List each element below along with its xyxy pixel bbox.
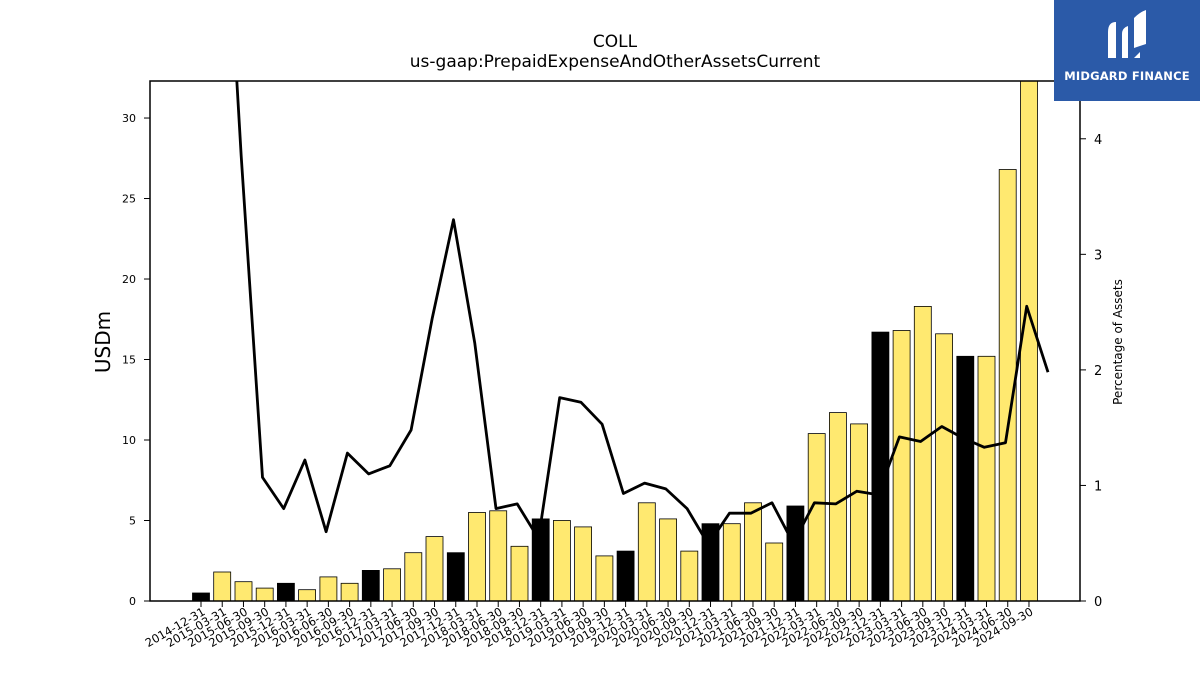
bar-2017-09-30 [425,536,444,601]
bar-2019-09-30 [595,555,614,601]
percentage-line [235,81,1050,546]
bar-2015-09-30 [255,587,274,601]
plot-frame [149,80,1081,602]
bar-2018-06-30 [489,510,508,601]
bar-series [192,81,1038,601]
bar-2021-03-31 [722,523,741,601]
bar-2021-09-30 [765,542,784,601]
bar-2016-12-31 [361,570,380,601]
bar-2020-09-30 [680,550,699,601]
bar-2020-12-31 [701,523,720,601]
bar-2023-12-31 [956,355,975,601]
axes: 051015202530012342014-12-312015-03-31201… [122,80,1102,650]
bar-2018-03-31 [468,512,486,601]
logo-mark-icon [1108,10,1146,58]
line-series [235,81,1050,546]
y-tick-label: 10 [122,434,136,447]
y2-tick-label: 3 [1094,248,1102,263]
bar-2022-06-30 [829,412,847,601]
bar-2023-09-30 [935,333,953,601]
y-tick-label: 15 [122,354,136,367]
bar-2016-06-30 [319,576,338,601]
y-axis-label: USDm [91,311,115,373]
bar-2024-03-31 [977,355,996,601]
bar-2022-12-31 [871,331,890,601]
bar-2015-12-31 [276,582,295,601]
bar-2017-06-30 [404,552,423,601]
y-tick-label: 25 [122,193,136,206]
bar-2018-09-30 [510,545,529,601]
chart-subtitle: us-gaap:PrepaidExpenseAndOtherAssetsCurr… [409,52,821,72]
bar-2017-03-31 [383,568,402,601]
y-tick-label: 0 [129,595,136,608]
bar-2023-06-30 [913,305,932,601]
bar-2022-03-31 [807,433,826,601]
bar-2019-12-31 [616,550,635,601]
bar-2019-06-30 [574,526,592,601]
y-tick-label: 5 [129,515,136,528]
y-tick-label: 30 [122,112,136,125]
bar-2016-09-30 [340,582,359,601]
bar-2014-12-31 [192,592,210,601]
bar-2024-09-30 [1020,81,1038,601]
bar-2020-06-30 [659,518,677,601]
y2-tick-label: 0 [1094,595,1102,610]
logo-text: MIDGARD FINANCE [1064,69,1190,83]
bar-2015-03-31 [213,571,232,601]
bar-2023-03-31 [892,330,911,601]
y2-tick-label: 2 [1094,364,1102,379]
bar-2019-03-31 [553,520,571,601]
bar-2022-09-30 [850,423,868,601]
y-tick-label: 20 [122,273,136,286]
y2-axis-label: Percentage of Assets [1111,279,1125,405]
bar-2021-06-30 [744,502,762,601]
y2-tick-label: 1 [1094,479,1102,494]
bar-2021-12-31 [786,505,805,601]
chart-title: COLL [592,32,638,52]
y2-tick-label: 4 [1094,133,1102,148]
bar-2015-06-30 [234,581,253,601]
bar-2020-03-31 [637,502,656,601]
brand-logo: MIDGARD FINANCE [1054,0,1200,101]
bar-2016-03-31 [298,589,317,601]
bar-2024-06-30 [998,169,1017,601]
bar-2017-12-31 [446,552,465,601]
